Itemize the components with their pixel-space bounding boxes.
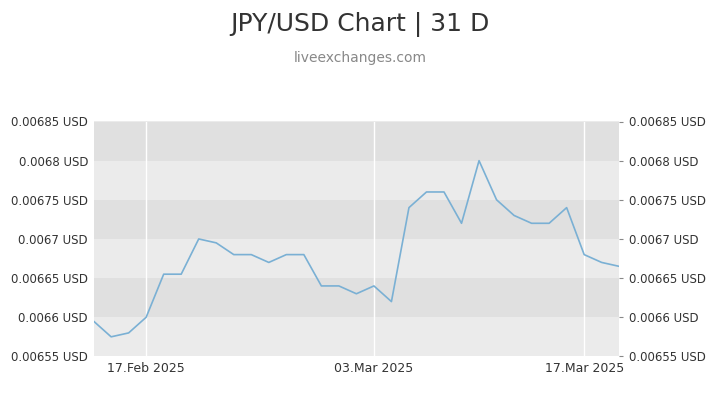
Bar	[94, 278, 619, 317]
Bar	[94, 161, 619, 200]
Bar	[94, 200, 619, 239]
Text: JPY/USD Chart | 31 D: JPY/USD Chart | 31 D	[230, 12, 490, 37]
Bar	[94, 122, 619, 161]
Bar	[94, 239, 619, 278]
Text: liveexchanges.com: liveexchanges.com	[294, 51, 426, 65]
Bar	[94, 317, 619, 356]
